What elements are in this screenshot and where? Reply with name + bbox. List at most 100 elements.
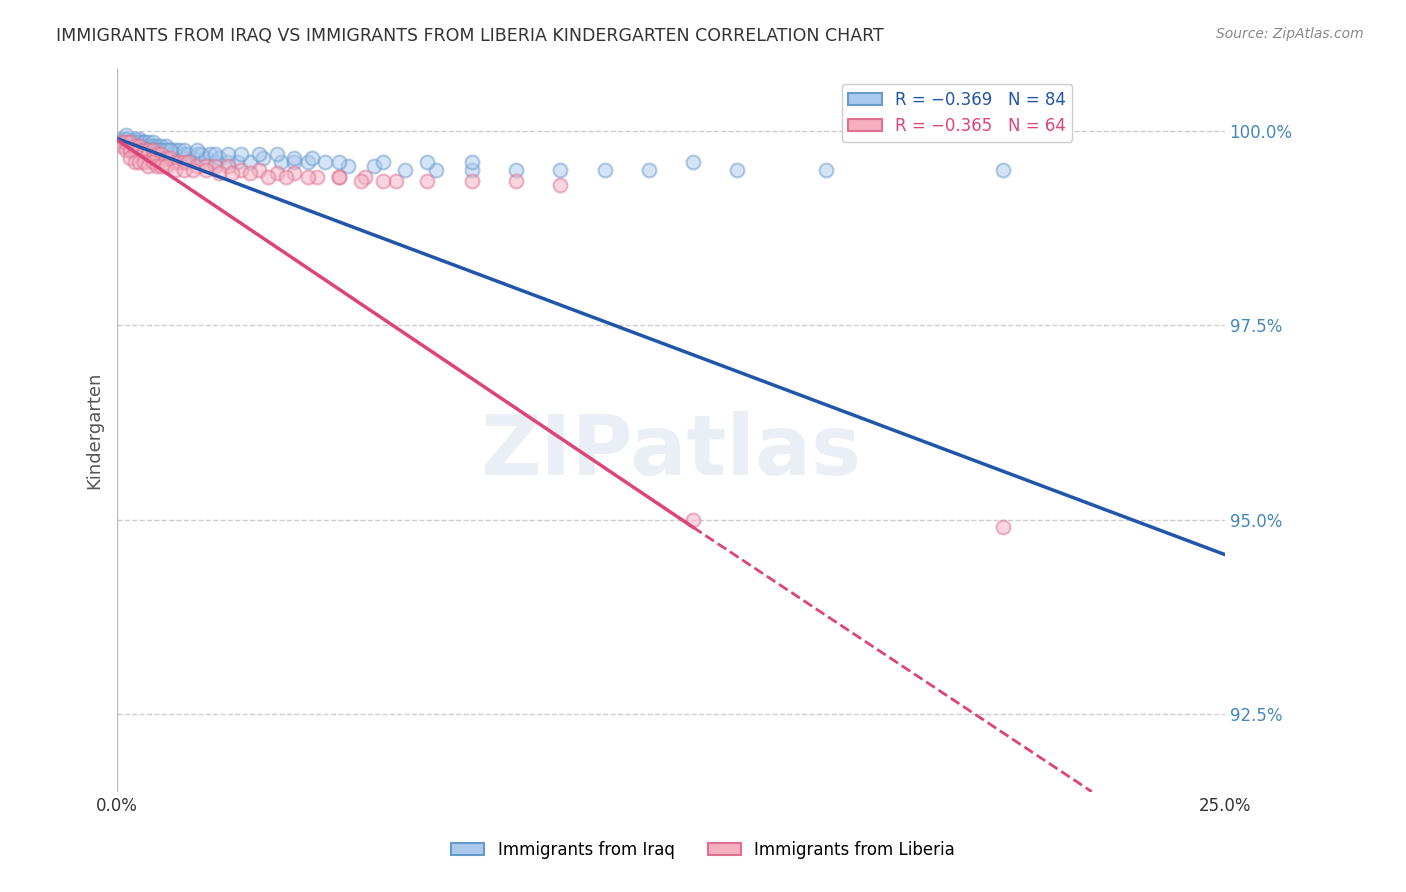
Point	[297, 170, 319, 185]
Point	[132, 143, 155, 157]
Point	[350, 174, 373, 188]
Point	[194, 162, 217, 177]
Point	[231, 147, 253, 161]
Point	[225, 154, 247, 169]
Point	[204, 159, 226, 173]
Point	[142, 154, 165, 169]
Point	[124, 139, 146, 153]
Point	[155, 143, 177, 157]
Point	[146, 159, 169, 173]
Point	[167, 154, 190, 169]
Point	[132, 154, 155, 169]
Point	[336, 159, 359, 173]
Point	[725, 162, 748, 177]
Y-axis label: Kindergarten: Kindergarten	[86, 371, 103, 489]
Point	[328, 154, 350, 169]
Point	[155, 151, 177, 165]
Point	[221, 167, 243, 181]
Point	[142, 143, 165, 157]
Point	[181, 162, 204, 177]
Point	[150, 143, 173, 157]
Point	[128, 136, 150, 150]
Point	[111, 139, 134, 153]
Point	[142, 136, 165, 150]
Point	[150, 147, 173, 161]
Point	[505, 174, 527, 188]
Point	[194, 159, 217, 173]
Point	[111, 136, 134, 150]
Point	[142, 143, 165, 157]
Point	[239, 167, 262, 181]
Point	[682, 154, 704, 169]
Point	[548, 162, 571, 177]
Point	[124, 131, 146, 145]
Point	[314, 154, 336, 169]
Point	[115, 136, 138, 150]
Point	[132, 136, 155, 150]
Point	[136, 147, 159, 161]
Point	[115, 131, 138, 145]
Point	[993, 520, 1015, 534]
Point	[247, 162, 270, 177]
Point	[266, 147, 288, 161]
Point	[637, 162, 659, 177]
Point	[173, 162, 195, 177]
Point	[159, 143, 181, 157]
Point	[159, 143, 181, 157]
Point	[460, 162, 482, 177]
Point	[136, 136, 159, 150]
Point	[548, 178, 571, 193]
Point	[128, 131, 150, 145]
Point	[425, 162, 447, 177]
Point	[274, 170, 297, 185]
Point	[186, 147, 208, 161]
Point	[150, 139, 173, 153]
Point	[132, 136, 155, 150]
Point	[132, 139, 155, 153]
Point	[136, 143, 159, 157]
Point	[146, 143, 169, 157]
Point	[814, 162, 837, 177]
Point	[124, 136, 146, 150]
Point	[150, 143, 173, 157]
Point	[217, 159, 239, 173]
Point	[239, 154, 262, 169]
Point	[208, 151, 231, 165]
Point	[136, 143, 159, 157]
Point	[283, 154, 305, 169]
Point	[177, 147, 200, 161]
Point	[247, 147, 270, 161]
Point	[111, 136, 134, 150]
Point	[128, 139, 150, 153]
Point	[159, 147, 181, 161]
Point	[136, 139, 159, 153]
Point	[283, 151, 305, 165]
Point	[120, 151, 142, 165]
Point	[301, 151, 323, 165]
Point	[142, 143, 165, 157]
Text: Source: ZipAtlas.com: Source: ZipAtlas.com	[1216, 27, 1364, 41]
Point	[460, 174, 482, 188]
Point	[460, 154, 482, 169]
Point	[120, 143, 142, 157]
Point	[200, 147, 222, 161]
Point	[111, 131, 134, 145]
Point	[115, 143, 138, 157]
Point	[385, 174, 408, 188]
Point	[328, 170, 350, 185]
Point	[394, 162, 416, 177]
Point	[416, 174, 439, 188]
Point	[146, 143, 169, 157]
Point	[231, 162, 253, 177]
Point	[128, 139, 150, 153]
Point	[256, 170, 278, 185]
Point	[159, 151, 181, 165]
Point	[124, 143, 146, 157]
Point	[150, 159, 173, 173]
Point	[297, 154, 319, 169]
Legend: Immigrants from Iraq, Immigrants from Liberia: Immigrants from Iraq, Immigrants from Li…	[444, 835, 962, 866]
Text: IMMIGRANTS FROM IRAQ VS IMMIGRANTS FROM LIBERIA KINDERGARTEN CORRELATION CHART: IMMIGRANTS FROM IRAQ VS IMMIGRANTS FROM …	[56, 27, 884, 45]
Point	[142, 139, 165, 153]
Point	[155, 159, 177, 173]
Point	[173, 151, 195, 165]
